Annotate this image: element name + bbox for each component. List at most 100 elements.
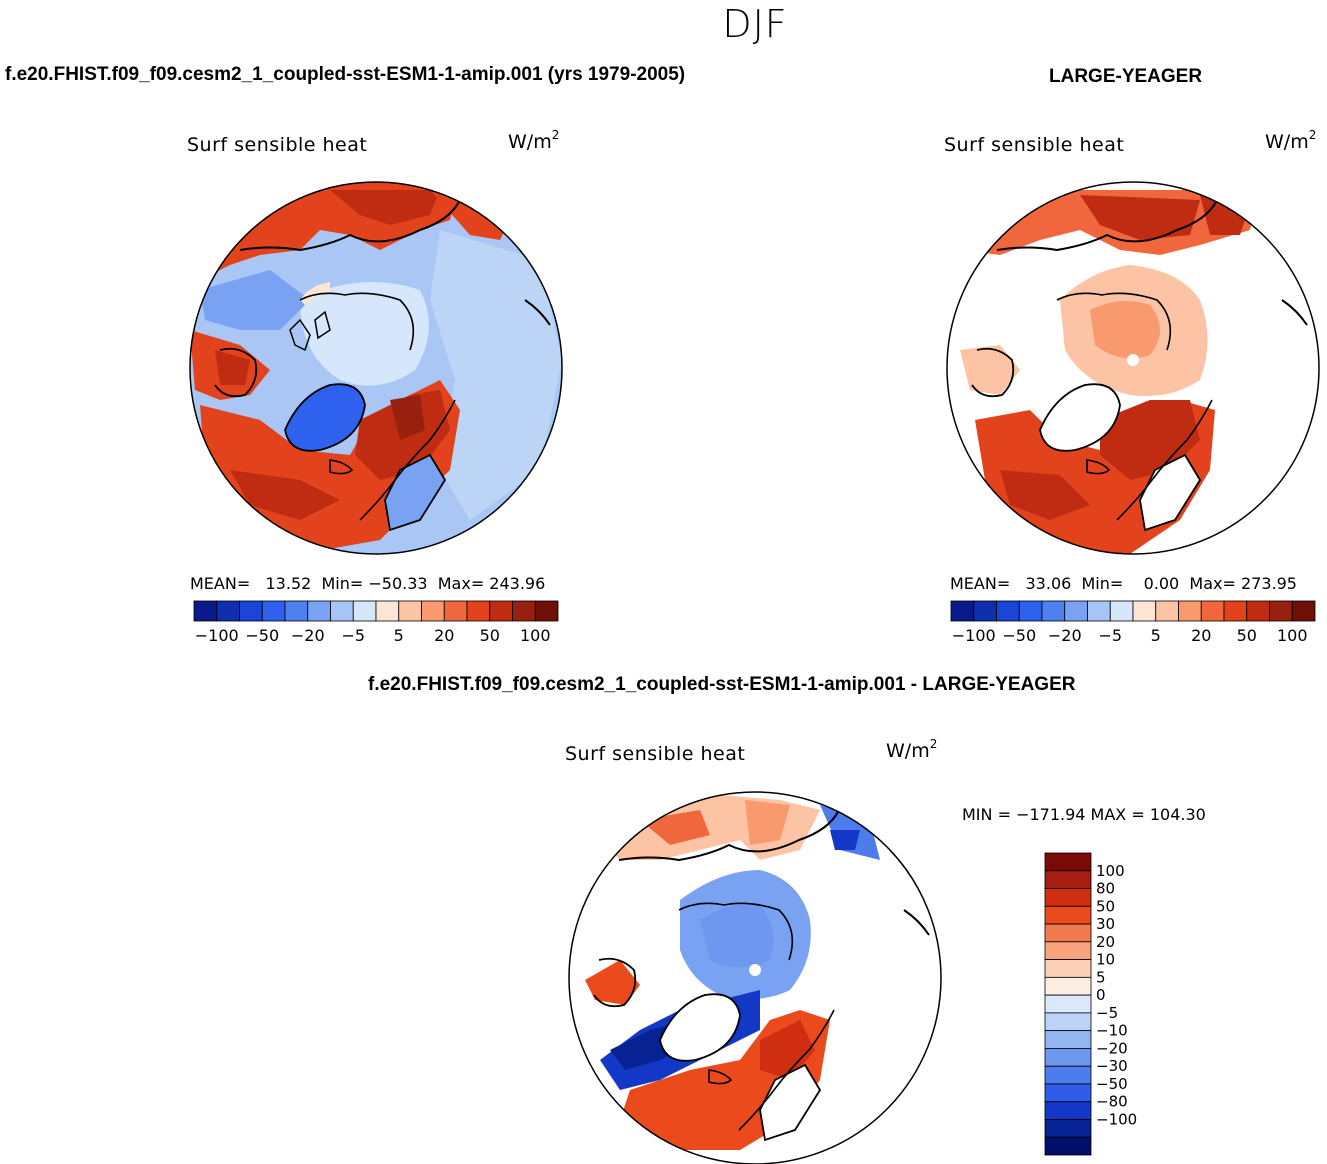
colorbar-tick-label: −50 (1002, 626, 1036, 645)
colorbar-tick-label: −50 (245, 626, 279, 645)
colorbar-tick-label: −20 (291, 626, 325, 645)
colorbar-tick-label: −100 (195, 626, 239, 645)
case-title-3: f.e20.FHIST.f09_f09.cesm2_1_coupled-sst-… (368, 674, 1076, 695)
colorbar-swatch (973, 600, 997, 622)
colorbar-tick-label: −20 (1096, 1039, 1128, 1057)
colorbar-tick-label: 100 (520, 626, 551, 645)
stats-3: MIN = −171.94 MAX = 104.30 (962, 805, 1206, 824)
colorbar-swatch (1044, 1048, 1092, 1067)
colorbar-tick-label: −10 (1096, 1022, 1128, 1040)
colorbar-swatch (950, 600, 975, 622)
colorbar-swatch (352, 600, 377, 622)
units-base-1: W/m (508, 131, 552, 153)
colorbar-swatch (1064, 600, 1088, 622)
colorbar-swatch (284, 600, 309, 622)
colorbar-tick-label: −5 (341, 626, 365, 645)
colorbar-tick-label: 5 (1096, 968, 1106, 986)
case-title-2: LARGE-YEAGER (1049, 66, 1203, 87)
colorbar-swatch (1178, 600, 1202, 622)
units-1: W/m2 (508, 128, 559, 153)
colorbar-swatch (443, 600, 468, 622)
map-border-1 (189, 181, 563, 555)
polar-map-3 (569, 792, 941, 1164)
plot-title-1: Surf sensible heat (187, 134, 368, 156)
colorbar-tick-label: −50 (1096, 1075, 1128, 1093)
colorbar-swatch (996, 600, 1020, 622)
colorbar-swatch (1018, 600, 1043, 622)
colorbar-tick-label: 10 (1096, 951, 1115, 969)
colorbar-swatch (216, 600, 240, 622)
colorbar-tick-label: −30 (1096, 1057, 1128, 1075)
colorbar-swatch (1044, 1030, 1092, 1049)
colorbar-swatch (534, 600, 559, 622)
units-exp-1: 2 (551, 128, 560, 142)
colorbar-tick-label: −5 (1098, 626, 1122, 645)
colorbar-swatch (261, 600, 286, 622)
colorbar-swatch (398, 600, 422, 622)
colorbar-swatch (1109, 600, 1134, 622)
colorbar-tick-label: 80 (1096, 880, 1115, 898)
colorbar-swatch (512, 600, 536, 622)
colorbar-swatch (1044, 923, 1092, 943)
colorbar-swatch (1044, 870, 1092, 889)
units-exp-3: 2 (929, 737, 938, 751)
colorbar-tick-label: 100 (1096, 862, 1125, 880)
colorbar-swatch (421, 600, 445, 622)
colorbar-swatch (1200, 600, 1225, 622)
units-base-3: W/m (886, 740, 930, 762)
colorbar-swatch (1087, 600, 1111, 622)
colorbar-swatch (1044, 994, 1092, 1014)
colorbar-swatch (1044, 1101, 1092, 1120)
polar-map-1 (190, 182, 562, 554)
colorbar-swatch (193, 600, 218, 622)
colorbar-tick-label: 50 (480, 626, 500, 645)
colorbar-swatch (1044, 1119, 1092, 1138)
case-title-1: f.e20.FHIST.f09_f09.cesm2_1_coupled-sst-… (5, 64, 686, 85)
units-2: W/m2 (1265, 128, 1316, 153)
colorbar-swatch (330, 600, 354, 622)
map-border-2 (946, 181, 1320, 555)
stats-2: MEAN= 33.06 Min= 0.00 Max= 273.95 (950, 574, 1297, 593)
colorbar-2: −100 −50 −20 −5 5 20 50 100 (950, 600, 1316, 645)
colorbar-tick-label: −100 (952, 626, 996, 645)
units-exp-2: 2 (1308, 128, 1317, 142)
units-3: W/m2 (886, 737, 937, 762)
colorbar-tick-label: 20 (1191, 626, 1211, 645)
colorbar-swatch (1155, 600, 1179, 622)
map-border-3 (568, 791, 942, 1164)
colorbar-swatch (1044, 888, 1092, 907)
colorbar-swatch (239, 600, 263, 622)
colorbar-tick-label: 50 (1096, 897, 1115, 915)
colorbar-tick-label: −80 (1096, 1093, 1128, 1111)
polar-map-2 (947, 182, 1319, 554)
colorbar-tick-label: 20 (1096, 933, 1115, 951)
colorbar-tick-label: −20 (1048, 626, 1082, 645)
colorbar-swatch (1291, 600, 1316, 622)
colorbar-swatch (1044, 1083, 1092, 1103)
colorbar-swatch (1044, 941, 1092, 960)
colorbar-1: −100 −50 −20 −5 5 20 50 100 (193, 600, 559, 645)
colorbar-swatch (1044, 852, 1092, 872)
colorbar-swatch (1044, 1136, 1092, 1156)
colorbar-swatch (1223, 600, 1248, 622)
season-title: DJF (722, 2, 788, 46)
colorbar-tick-label: 5 (1151, 626, 1161, 645)
colorbar-swatch (1132, 600, 1157, 622)
colorbar-swatch (1044, 976, 1092, 996)
colorbar-swatch (307, 600, 331, 622)
colorbar-tick-label: 100 (1277, 626, 1308, 645)
colorbar-tick-label: 20 (434, 626, 454, 645)
colorbar-tick-label: −5 (1096, 1004, 1118, 1022)
plot-title-3: Surf sensible heat (565, 743, 746, 765)
colorbar-swatch (1044, 905, 1092, 925)
colorbar-tick-label: 30 (1096, 915, 1115, 933)
colorbar-tick-label: 50 (1237, 626, 1257, 645)
colorbar-swatch (466, 600, 491, 622)
stats-1: MEAN= 13.52 Min= −50.33 Max= 243.96 (190, 574, 546, 593)
colorbar-tick-label: 0 (1096, 986, 1106, 1004)
colorbar-swatch (375, 600, 400, 622)
colorbar-swatch (1269, 600, 1293, 622)
plot-title-2: Surf sensible heat (944, 134, 1125, 156)
